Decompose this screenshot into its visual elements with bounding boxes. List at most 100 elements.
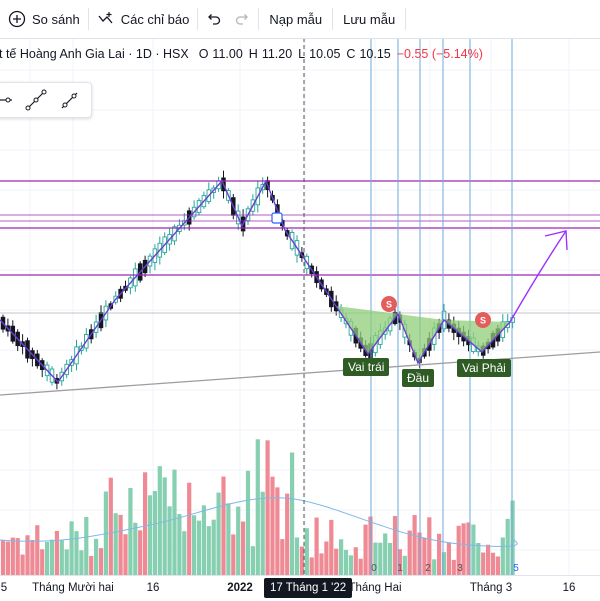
open-value: 11.00	[212, 47, 243, 61]
volume-bar	[192, 515, 197, 575]
volume-bar	[378, 542, 383, 575]
tick-label: 2022	[227, 582, 253, 594]
volume-bar	[157, 466, 162, 575]
volume-bar	[182, 531, 187, 575]
compare-button[interactable]: So sánh	[0, 0, 88, 38]
volume-bar	[343, 549, 349, 575]
path-tool-button[interactable]	[21, 85, 51, 115]
volume-bar	[98, 548, 104, 575]
volume-bar	[25, 535, 30, 575]
tick-label: Tháng Mười hai	[32, 582, 114, 594]
indicators-icon	[98, 12, 113, 24]
close-label: C	[346, 47, 356, 61]
volume-bar	[177, 514, 182, 575]
volume-bar	[143, 472, 148, 575]
volume-bar	[392, 515, 398, 575]
undo-button[interactable]	[198, 0, 228, 38]
time-axis[interactable]: 5 Tháng Mười hai 16 2022 Tháng Hai Tháng…	[0, 575, 600, 601]
volume-bar	[373, 542, 378, 575]
load-template-button[interactable]: Nạp mẫu	[259, 0, 332, 38]
split-marker	[381, 296, 397, 312]
redo-icon	[236, 14, 249, 25]
volume-bar	[290, 452, 295, 575]
volume-bar	[89, 555, 94, 575]
high-value: 11.20	[261, 47, 293, 61]
compare-label: So sánh	[32, 11, 80, 27]
volume-bar	[15, 538, 20, 575]
volume-bar	[441, 552, 447, 575]
volume-bar	[138, 530, 143, 575]
line-tool-button[interactable]	[0, 85, 15, 115]
toolbar-divider	[197, 8, 199, 30]
volume-bar	[407, 530, 412, 575]
volume-bar	[265, 440, 270, 575]
volume-bar	[324, 541, 329, 575]
path-tool-icon	[25, 89, 47, 111]
tick-label: Tháng 3	[469, 582, 513, 594]
indicators-label: Các chỉ báo	[120, 11, 190, 27]
split-marker	[475, 312, 491, 328]
volume-bar	[236, 506, 241, 575]
ray-tool-button[interactable]	[55, 85, 85, 115]
volume-bar	[486, 544, 491, 575]
volume-bar	[299, 546, 304, 575]
volume-bar	[471, 524, 476, 575]
candlesticks	[0, 170, 515, 390]
volume-bar	[397, 549, 402, 575]
volume-bar	[422, 537, 427, 575]
toolbar-divider	[258, 8, 260, 30]
volume-bar	[79, 550, 84, 575]
volume-bar	[481, 552, 486, 575]
anchor-handle	[271, 212, 283, 224]
volume-bar	[437, 533, 442, 575]
volume-bar	[358, 558, 363, 575]
tick-label: 16	[146, 582, 160, 594]
volume-bar	[461, 523, 466, 575]
change-value: −0.55 (−5.14%)	[396, 47, 483, 61]
volume-bar	[245, 470, 251, 575]
volume-bar	[20, 554, 25, 575]
volume-bar	[0, 540, 6, 575]
volume-bar	[118, 514, 123, 575]
toolbar-divider	[405, 8, 407, 30]
pattern-zigzag	[0, 179, 511, 384]
tick-partial: 5	[0, 582, 8, 594]
plus-circle-icon	[8, 10, 26, 28]
volume-bar	[432, 559, 437, 575]
left-shoulder-label: Vai trái	[343, 358, 390, 376]
volume-bar	[412, 515, 417, 575]
toolbar-divider	[332, 8, 334, 30]
volume-bar	[270, 476, 275, 575]
volume-bar	[250, 546, 255, 575]
volume-bar	[172, 469, 177, 575]
open-label: O	[198, 47, 209, 61]
chart-toolbar: So sánh Các chỉ báo Nạp mẫu Lưu mẫu	[0, 0, 600, 39]
ray-tool-icon	[61, 92, 78, 109]
volume-bar	[94, 538, 99, 575]
head-fill	[398, 314, 444, 363]
volume-bar	[495, 556, 500, 575]
volume-moving-average	[0, 497, 518, 547]
projection-arrow	[509, 230, 567, 323]
volume-bar	[113, 513, 118, 575]
volume-bar	[241, 521, 246, 575]
volume-bar	[167, 506, 172, 575]
projection-arrowhead	[544, 230, 568, 251]
volume-bar	[59, 540, 64, 575]
volume-bar	[133, 522, 138, 575]
tick-label: 16	[562, 582, 576, 594]
indicators-button[interactable]: Các chỉ báo	[89, 0, 198, 38]
volume-bar	[314, 517, 319, 575]
redo-button[interactable]	[228, 0, 258, 38]
symbol-legend: t tế Hoàng Anh Gia Lai · 1D · HSX O 11.00…	[0, 44, 483, 64]
load-template-label: Nạp mẫu	[269, 11, 323, 27]
volume-bar	[69, 521, 74, 575]
event-number: 3	[457, 563, 463, 574]
volume-bar	[49, 539, 55, 575]
event-number: 2	[425, 563, 431, 574]
volume-bar	[226, 503, 231, 575]
save-template-button[interactable]: Lưu mẫu	[333, 0, 405, 38]
split-marker-letter: S	[386, 300, 392, 310]
volume-bar	[201, 505, 206, 575]
